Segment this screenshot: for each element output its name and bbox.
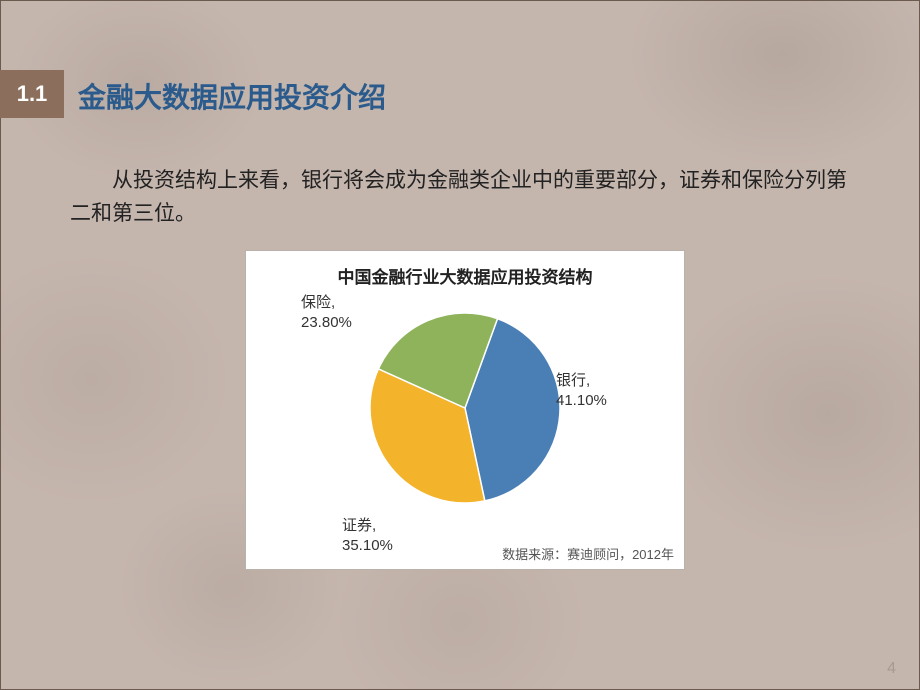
chart-data-source: 数据来源：赛迪顾问，2012年: [502, 544, 674, 563]
slice-bank-name: 银行,: [556, 372, 590, 389]
body-paragraph: 从投资结构上来看，银行将会成为金融类企业中的重要部分，证券和保险分列第二和第三位…: [70, 165, 860, 230]
page-number: 4: [887, 660, 896, 678]
slice-bank-pct: 41.10%: [556, 392, 607, 409]
pie-chart-container: 中国金融行业大数据应用投资结构 银行, 41.10% 证券, 35.10% 保险…: [245, 250, 685, 570]
section-number: 1.1: [17, 81, 48, 107]
chart-title: 中国金融行业大数据应用投资结构: [246, 263, 684, 288]
slice-insurance-pct: 23.80%: [301, 314, 352, 331]
slice-label-insurance: 保险, 23.80%: [301, 293, 352, 332]
section-title: 金融大数据应用投资介绍: [78, 76, 386, 116]
slice-securities-name: 证券,: [342, 517, 376, 534]
slice-insurance-name: 保险,: [301, 294, 335, 311]
pie-svg: [360, 303, 570, 513]
pie-chart: [360, 303, 570, 513]
slice-label-securities: 证券, 35.10%: [342, 516, 393, 555]
slice-securities-pct: 35.10%: [342, 537, 393, 554]
section-number-badge: 1.1: [0, 70, 64, 118]
slice-label-bank: 银行, 41.10%: [556, 371, 607, 410]
